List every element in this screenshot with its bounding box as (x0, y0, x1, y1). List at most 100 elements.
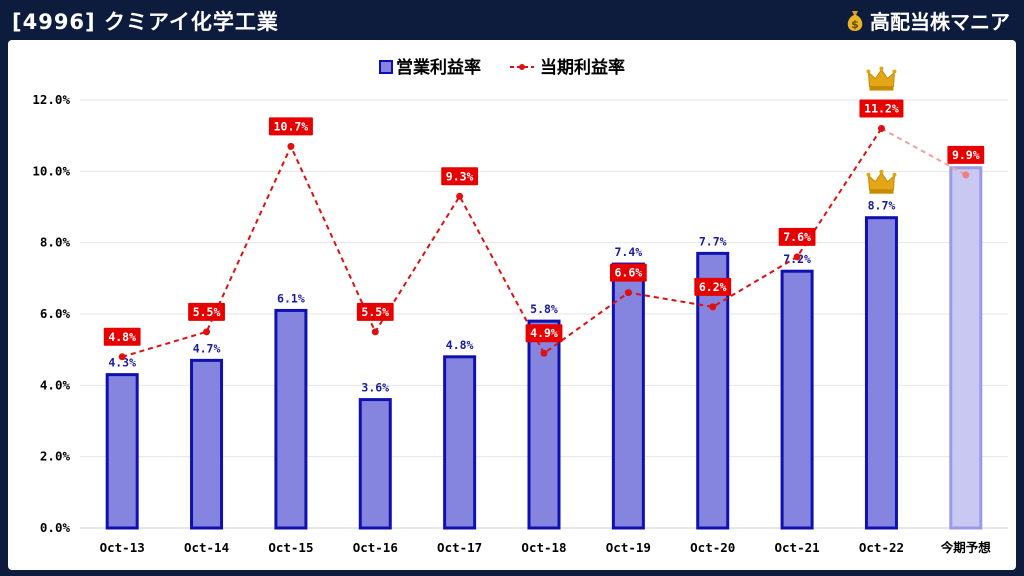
line-path (121, 127, 883, 358)
x-tick-label: Oct-20 (690, 540, 735, 555)
bars (105, 166, 983, 530)
y-tick-label: 8.0% (40, 235, 71, 250)
brand: $ 高配当株マニア (844, 6, 1010, 35)
crown-jewel (892, 172, 897, 177)
bar-labels: 4.3%4.7%6.1%3.6%4.8%5.8%7.4%7.7%7.2%8.7% (108, 199, 895, 395)
svg-text:$: $ (851, 18, 859, 31)
line-data-label: 9.3% (446, 169, 474, 183)
bar (105, 373, 139, 530)
money-bag-icon: $ (847, 10, 863, 31)
legend-swatch-bar (379, 60, 393, 74)
line-label-box (268, 117, 313, 136)
line-point (709, 303, 717, 311)
brand-name: 高配当株マニア (870, 10, 1010, 34)
bar-data-label: 8.7% (868, 199, 896, 213)
bar (696, 251, 730, 530)
line-label-box (356, 302, 394, 321)
bar (949, 166, 983, 530)
line-data-label: 6.2% (699, 280, 727, 294)
bar (274, 308, 308, 530)
bar-data-label: 4.7% (193, 341, 221, 355)
line-path-forecast (880, 127, 967, 176)
x-tick-label: Oct-21 (775, 540, 820, 555)
legend-label: 営業利益率 (396, 57, 481, 78)
page-title: [4996] クミアイ化学工業 (12, 10, 279, 34)
line-label-box (859, 99, 904, 118)
x-tick-label: Oct-15 (268, 540, 313, 555)
crown-base (869, 189, 894, 194)
line-point (624, 289, 632, 297)
legend: 営業利益率 当期利益率 (379, 57, 625, 78)
legend-label: 当期利益率 (540, 57, 625, 78)
crown-jewel (892, 69, 897, 74)
bar (864, 216, 898, 530)
bar (358, 398, 392, 530)
crown-icon (866, 169, 897, 194)
crown-icon (866, 66, 897, 91)
crown-shape (867, 171, 896, 191)
bar (443, 355, 477, 530)
line-data-label: 4.9% (530, 326, 558, 340)
line-data-label: 9.9% (952, 148, 980, 162)
line-data-label: 7.6% (783, 230, 811, 244)
line-data-label: 4.8% (108, 330, 136, 344)
y-tick-label: 0.0% (40, 520, 71, 535)
line-label-box (694, 277, 732, 296)
chart: 0.0% 2.0% 4.0% 6.0% 8.0% 10.0% 12.0% 4.3% 4.7% 6… (32, 57, 1008, 555)
crown-shape (867, 68, 896, 88)
y-tick-label: 2.0% (40, 449, 71, 464)
crown-jewel (879, 66, 884, 71)
line-point (793, 253, 801, 261)
bar-data-label: 6.1% (277, 291, 305, 305)
bar-data-label: 7.4% (615, 245, 643, 259)
y-tick-label: 6.0% (40, 306, 71, 321)
line-point (287, 142, 295, 150)
y-tick-label: 12.0% (32, 92, 70, 107)
crown-jewel (866, 69, 871, 74)
bar-data-label: 3.6% (361, 381, 389, 395)
line-data-label: 10.7% (274, 119, 309, 133)
crown-base (869, 86, 894, 91)
bar-data-label: 7.7% (699, 234, 727, 248)
line-data-label: 5.5% (361, 305, 389, 319)
line-label-box (947, 145, 985, 164)
crown-jewel (866, 172, 871, 177)
line-data-label: 5.5% (193, 305, 221, 319)
x-tick-label: Oct-22 (859, 540, 904, 555)
x-tick-label: Oct-19 (606, 540, 651, 555)
x-axis-ticks: Oct-13 Oct-14 Oct-15 Oct-16 Oct-17 Oct-18 Oct-… (100, 540, 992, 555)
x-tick-label: Oct-16 (353, 540, 398, 555)
header: [4996] クミアイ化学工業 $ 高配当株マニア (0, 0, 1024, 40)
line-point (877, 125, 885, 133)
line-label-box (188, 302, 225, 321)
line-label-box (609, 263, 647, 282)
x-tick-label: Oct-13 (100, 540, 145, 555)
y-tick-label: 4.0% (40, 377, 71, 392)
legend-swatch-point (519, 64, 525, 70)
bar-data-label: 4.8% (446, 338, 474, 352)
y-axis-ticks: 0.0% 2.0% 4.0% 6.0% 8.0% 10.0% 12.0% (32, 92, 70, 535)
line-point (203, 328, 211, 336)
line-label-box (441, 167, 479, 186)
line-data-label: 6.6% (615, 266, 643, 280)
line-labels: 4.8% 5.5% 10.7% 5.5% 9.3% 4.9% 6.6% 6.2% 7.6% 11.… (103, 99, 985, 346)
line-point (540, 349, 548, 357)
line-point (962, 171, 970, 179)
x-tick-label: Oct-17 (437, 540, 482, 555)
bar (611, 262, 645, 530)
bar (780, 269, 814, 530)
x-tick-label: Oct-18 (521, 540, 566, 555)
line-point (456, 192, 464, 200)
x-tick-label: Oct-14 (184, 540, 229, 555)
crowns (866, 66, 897, 194)
crown-jewel (879, 169, 884, 174)
line-label-box (778, 227, 816, 246)
line-point (118, 353, 126, 361)
y-tick-label: 10.0% (32, 163, 70, 178)
line-label-box (103, 327, 141, 346)
bar (190, 358, 224, 530)
chart-panel: 0.0% 2.0% 4.0% 6.0% 8.0% 10.0% 12.0% 4.3% 4.7% 6… (8, 40, 1016, 570)
line-data-label: 11.2% (864, 102, 899, 116)
x-tick-label: 今期予想 (940, 540, 992, 555)
bar-data-label: 4.3% (108, 356, 136, 370)
